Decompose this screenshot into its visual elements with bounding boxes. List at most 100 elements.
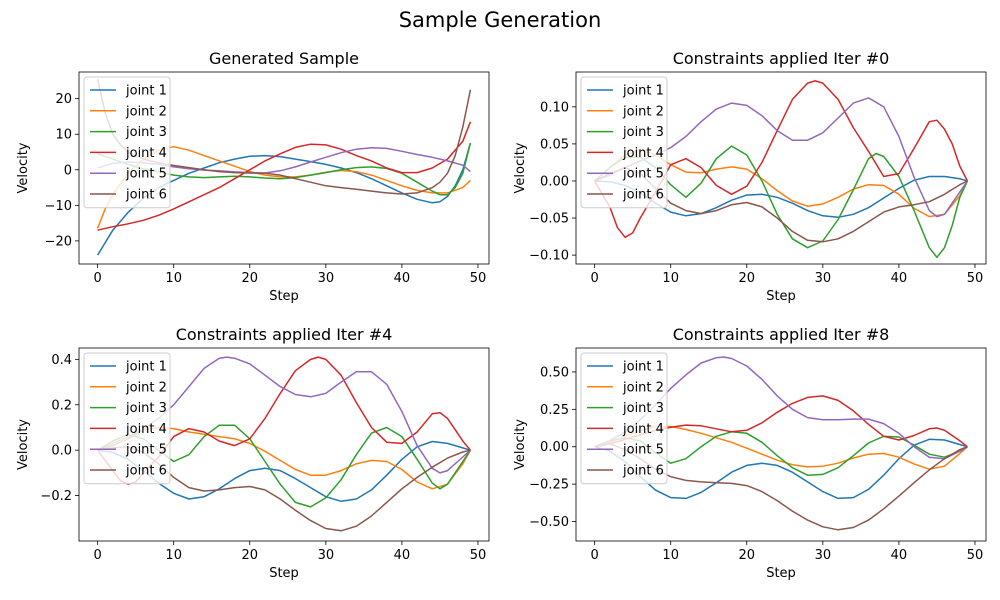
legend-box <box>83 76 171 209</box>
figure-title: Sample Generation <box>399 8 602 32</box>
y-tick-label: 0.2 <box>51 398 72 413</box>
series-line-joint-4 <box>593 80 969 239</box>
series-line-joint-1 <box>594 438 968 500</box>
x-tick-label: 0 <box>590 548 598 563</box>
y-tick-label: −0.25 <box>529 478 569 493</box>
legend-label: joint 5 <box>125 167 167 182</box>
legend-label: joint 4 <box>622 146 664 161</box>
y-tick-label: −0.05 <box>529 212 569 227</box>
y-tick-label: −10 <box>45 199 72 214</box>
legend-label: joint 3 <box>125 401 167 416</box>
x-tick-label: 20 <box>241 548 258 563</box>
legend: joint 1 joint 2 joint 3 joint 4 joint 5 joint… <box>83 352 171 485</box>
x-tick-label: 30 <box>318 548 335 563</box>
legend-label: joint 1 <box>622 84 664 99</box>
x-tick-label: 50 <box>470 548 487 563</box>
y-tick-label: 0.25 <box>540 403 569 418</box>
y-tick-label: 0.05 <box>540 137 569 152</box>
legend-label: joint 6 <box>622 188 664 203</box>
legend-box <box>580 76 668 209</box>
panel-title: Constraints applied Iter #0 <box>673 49 890 68</box>
x-tick-label: 20 <box>241 271 258 286</box>
legend-label: joint 2 <box>125 104 167 119</box>
y-tick-label: 0.10 <box>540 100 569 115</box>
legend-label: joint 3 <box>622 401 664 416</box>
y-axis-label: Velocity <box>16 419 31 470</box>
legend-label: joint 3 <box>125 125 167 140</box>
chart-panel-2: Constraints applied Iter #0 0 10 20 30 40 50 −0… <box>513 49 987 304</box>
y-tick-label: 0.00 <box>540 174 569 189</box>
chart-panel-3: Constraints applied Iter #4 0 10 20 30 40 50 −0… <box>16 325 490 581</box>
x-tick-label: 20 <box>738 271 755 286</box>
chart-panel-1: Generated Sample 0 10 20 30 40 50 −20 −10 0 10 20 St… <box>16 49 490 304</box>
x-tick-label: 50 <box>470 271 487 286</box>
y-tick-label: 0.50 <box>540 365 569 380</box>
legend-label: joint 5 <box>622 167 664 182</box>
x-axis-label: Step <box>766 289 796 304</box>
x-tick-label: 10 <box>662 271 679 286</box>
y-tick-label: −0.50 <box>529 515 569 530</box>
x-tick-label: 40 <box>891 548 908 563</box>
panel-title: Generated Sample <box>209 49 359 68</box>
legend-label: joint 4 <box>125 146 167 161</box>
legend-label: joint 6 <box>125 188 167 203</box>
y-tick-label: 20 <box>55 92 72 107</box>
y-axis-label: Velocity <box>513 142 528 193</box>
legend-label: joint 5 <box>125 443 167 458</box>
legend-label: joint 5 <box>622 443 664 458</box>
legend: joint 1 joint 2 joint 3 joint 4 joint 5 joint… <box>83 76 171 209</box>
x-tick-label: 0 <box>590 271 598 286</box>
legend: joint 1 joint 2 joint 3 joint 4 joint 5 joint… <box>580 352 668 485</box>
x-tick-label: 50 <box>967 271 984 286</box>
legend-label: joint 1 <box>622 360 664 375</box>
chart-panel-4: Constraints applied Iter #8 0 10 20 30 40 50 −0… <box>513 325 987 581</box>
y-tick-label: −0.2 <box>40 489 72 504</box>
x-tick-label: 40 <box>394 548 411 563</box>
y-tick-label: −20 <box>45 234 72 249</box>
x-tick-label: 10 <box>165 548 182 563</box>
x-axis-label: Step <box>269 289 299 304</box>
legend-label: joint 1 <box>125 84 167 99</box>
plot-frame <box>78 347 490 542</box>
x-tick-label: 30 <box>815 548 832 563</box>
x-tick-label: 40 <box>891 271 908 286</box>
y-tick-label: 0.4 <box>51 353 72 368</box>
y-tick-label: 0.00 <box>540 440 569 455</box>
x-axis-label: Step <box>269 566 299 581</box>
x-tick-label: 20 <box>738 548 755 563</box>
y-axis-label: Velocity <box>16 142 31 193</box>
x-tick-label: 10 <box>662 548 679 563</box>
legend-box <box>83 352 171 485</box>
legend-label: joint 6 <box>622 464 664 479</box>
legend-label: joint 3 <box>622 125 664 140</box>
y-axis-label: Velocity <box>513 419 528 470</box>
plot-frame <box>575 71 987 265</box>
legend-label: joint 1 <box>125 360 167 375</box>
y-tick-label: −0.10 <box>529 249 569 264</box>
legend-label: joint 4 <box>622 422 664 437</box>
legend-label: joint 4 <box>125 422 167 437</box>
y-tick-label: 0.0 <box>51 444 72 459</box>
x-tick-label: 40 <box>394 271 411 286</box>
y-tick-label: 10 <box>55 128 72 143</box>
y-tick-label: 0 <box>64 163 72 178</box>
legend-label: joint 6 <box>125 464 167 479</box>
legend: joint 1 joint 2 joint 3 joint 4 joint 5 joint… <box>580 76 668 209</box>
legend-label: joint 2 <box>622 104 664 119</box>
x-tick-label: 0 <box>93 271 101 286</box>
plot-frame <box>575 347 987 542</box>
plot-frame <box>78 71 490 265</box>
x-tick-label: 10 <box>165 271 182 286</box>
legend-label: joint 2 <box>622 380 664 395</box>
panel-title: Constraints applied Iter #4 <box>176 325 393 344</box>
x-tick-label: 0 <box>93 548 101 563</box>
x-axis-label: Step <box>766 566 796 581</box>
series-line-joint-1 <box>97 440 471 503</box>
x-tick-label: 30 <box>318 271 335 286</box>
legend-label: joint 2 <box>125 380 167 395</box>
x-tick-label: 50 <box>967 548 984 563</box>
legend-box <box>580 352 668 485</box>
panel-title: Constraints applied Iter #8 <box>673 325 890 344</box>
series-line-joint-4 <box>97 121 472 231</box>
